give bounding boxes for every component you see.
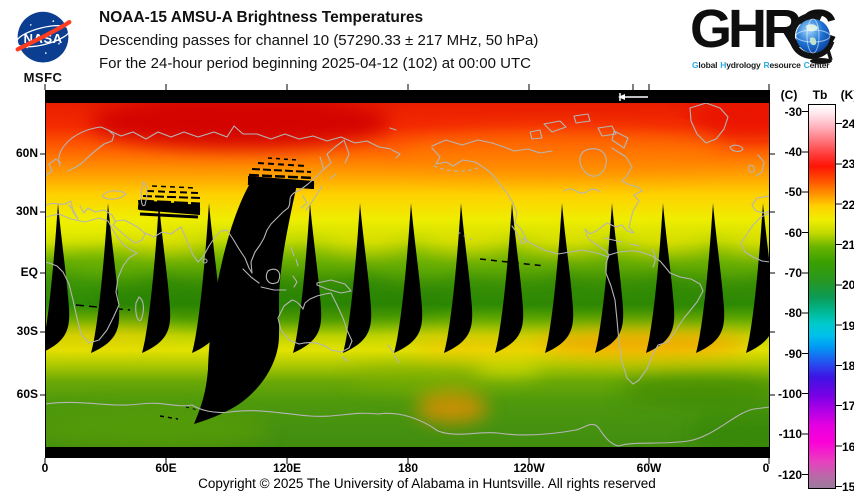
celsius-label: -60 bbox=[784, 226, 802, 240]
celsius-label: -100 bbox=[777, 387, 802, 401]
colorbar-ticks-celsius bbox=[802, 111, 808, 476]
swath-gap-large bbox=[194, 180, 298, 424]
bottom-nodata-band bbox=[45, 447, 770, 458]
swath-gap-slivers bbox=[45, 176, 770, 424]
kelvin-label: 190 bbox=[842, 319, 854, 333]
colorbar-unit-kelvin: (K) bbox=[840, 88, 854, 102]
lon-label-0e: 0 bbox=[41, 461, 49, 475]
colorbar-unit-celsius: (C) bbox=[780, 88, 798, 102]
lat-label-eq: EQ bbox=[20, 265, 38, 279]
lat-label-60n: 60N bbox=[15, 146, 38, 160]
ghrc-tagline-word: Resource bbox=[763, 60, 801, 70]
celsius-label: -80 bbox=[784, 306, 802, 320]
kelvin-label: 150 bbox=[842, 480, 854, 494]
lon-label-120w: 120W bbox=[513, 461, 545, 475]
kelvin-label: 220 bbox=[842, 198, 854, 212]
kelvin-label: 180 bbox=[842, 359, 854, 373]
lat-label-30s: 30S bbox=[16, 324, 38, 338]
kelvin-label: 210 bbox=[842, 238, 854, 252]
colorbar-gradient bbox=[808, 104, 836, 489]
ghrc-tagline-word: Hydrology bbox=[720, 60, 761, 70]
lat-label-60s: 60S bbox=[16, 387, 38, 401]
celsius-label: -90 bbox=[784, 347, 802, 361]
lon-label-0w: 0 bbox=[762, 461, 770, 475]
scan-line-dropouts bbox=[75, 157, 546, 420]
msfc-label: MSFC bbox=[23, 70, 63, 85]
copyright-notice: Copyright © 2025 The University of Alaba… bbox=[198, 476, 656, 491]
coastlines bbox=[45, 102, 770, 447]
kelvin-label: 170 bbox=[842, 399, 854, 413]
celsius-label: -30 bbox=[784, 105, 802, 119]
nasa-logo-icon: NASA bbox=[15, 11, 72, 63]
colorbar-ticks-kelvin bbox=[836, 123, 842, 488]
map-border bbox=[45, 90, 770, 458]
lon-label-120e: 120E bbox=[272, 461, 302, 475]
celsius-label: -120 bbox=[777, 468, 802, 482]
celsius-label: -70 bbox=[784, 266, 802, 280]
axis-ticks bbox=[40, 84, 775, 464]
colorbar-symbol-tb: Tb bbox=[812, 88, 828, 102]
lon-label-180: 180 bbox=[397, 461, 419, 475]
temperature-field bbox=[45, 90, 770, 458]
kelvin-label: 160 bbox=[842, 440, 854, 454]
top-nodata-band bbox=[45, 90, 770, 103]
ghrc-tagline: Global Hydrology Resource Center bbox=[692, 60, 846, 70]
pass-start-arrow-icon bbox=[618, 93, 648, 101]
kelvin-label: 200 bbox=[842, 278, 854, 292]
kelvin-label: 230 bbox=[842, 157, 854, 171]
kelvin-label: 240 bbox=[842, 117, 854, 131]
celsius-label: -110 bbox=[778, 427, 802, 441]
celsius-label: -50 bbox=[784, 185, 802, 199]
lon-label-60w: 60W bbox=[636, 461, 662, 475]
page-subtitle-period: For the 24-hour period beginning 2025-04… bbox=[99, 55, 531, 72]
ghrc-globe-icon bbox=[789, 13, 835, 64]
ghrc-logo: GHRC Global Hydrology Resource Center bbox=[690, 2, 850, 76]
page-title: NOAA-15 AMSU-A Brightness Temperatures bbox=[99, 9, 424, 26]
lat-label-30n: 30N bbox=[15, 204, 38, 218]
celsius-label: -40 bbox=[784, 145, 802, 159]
ghrc-tagline-word: Center bbox=[803, 60, 830, 70]
ghrc-tagline-word: Global bbox=[692, 60, 718, 70]
lon-label-60e: 60E bbox=[155, 461, 177, 475]
page-subtitle-channel: Descending passes for channel 10 (57290.… bbox=[99, 32, 539, 49]
